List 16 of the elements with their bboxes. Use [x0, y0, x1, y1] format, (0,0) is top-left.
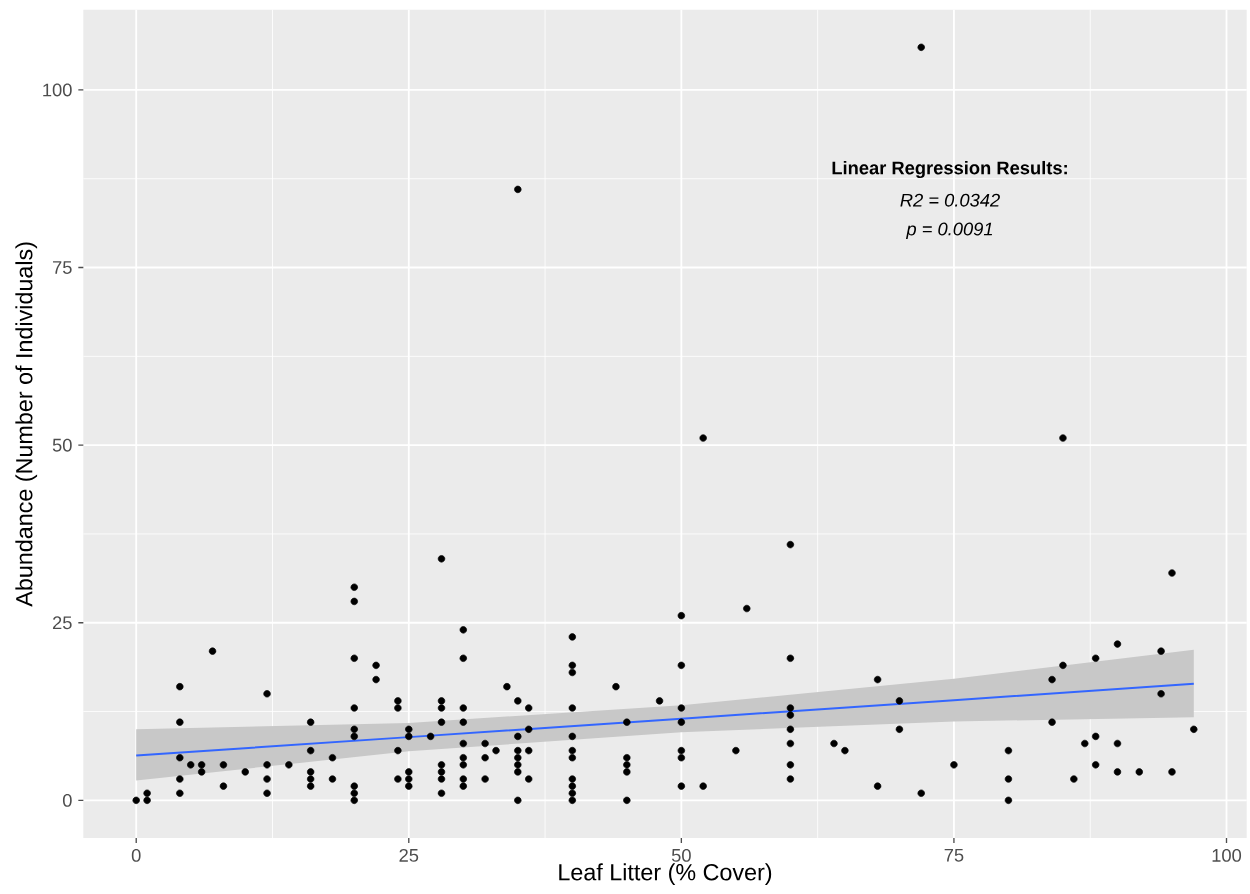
y-axis-title: Abundance (Number of Individuals)	[15, 242, 38, 607]
y-tick-label: 25	[52, 616, 72, 630]
x-axis-title: Leaf Litter (% Cover)	[559, 863, 772, 886]
line-series	[135, 682, 1195, 757]
annotation: Linear Regression Results:	[832, 160, 1067, 179]
x-tick-label: 100	[1212, 848, 1242, 862]
x-tick-label: 0	[131, 848, 141, 862]
annotation: p = 0.0091	[905, 222, 993, 240]
x-tick-label: 50	[671, 848, 691, 862]
y-tick-label: 0	[62, 793, 72, 807]
y-tick-label: 75	[53, 261, 72, 274]
annotation: R2 = 0.0342	[900, 193, 1000, 207]
y-tick-label: 50	[52, 438, 72, 452]
x-tick-label: 75	[944, 848, 964, 862]
y-tick-label: 100	[43, 83, 72, 97]
x-tick-label: 25	[399, 848, 419, 862]
